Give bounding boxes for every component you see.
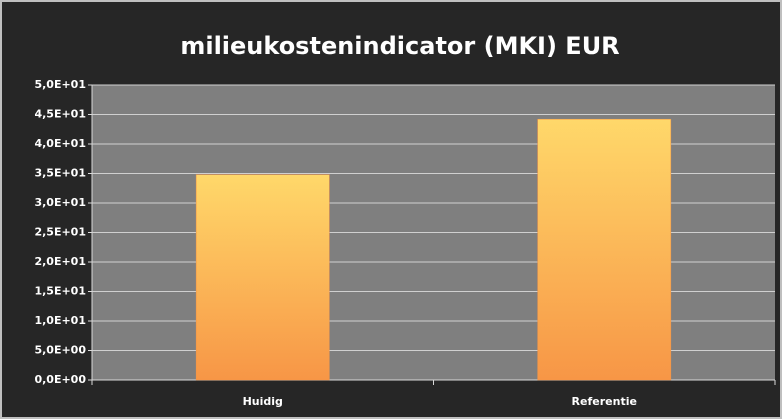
y-tick-label: 1,5E+01: [34, 285, 86, 298]
y-tick-label: 3,5E+01: [34, 167, 86, 180]
x-tick-label: Huidig: [243, 395, 283, 408]
y-tick-label: 0,0E+00: [34, 373, 86, 386]
y-tick-label: 5,0E+00: [34, 344, 86, 357]
y-tick-label: 5,0E+01: [34, 78, 86, 91]
bar: [537, 118, 672, 381]
bar: [195, 174, 330, 381]
y-tick-label: 2,0E+01: [34, 255, 86, 268]
y-tick-label: 4,5E+01: [34, 108, 86, 121]
y-tick-label: 3,0E+01: [34, 196, 86, 209]
chart-title: milieukostenindicator (MKI) EUR: [180, 32, 619, 60]
y-tick-label: 1,0E+01: [34, 314, 86, 327]
x-tick-label: Referentie: [572, 395, 637, 408]
y-tick-label: 4,0E+01: [34, 137, 86, 150]
y-tick-label: 2,5E+01: [34, 226, 86, 239]
